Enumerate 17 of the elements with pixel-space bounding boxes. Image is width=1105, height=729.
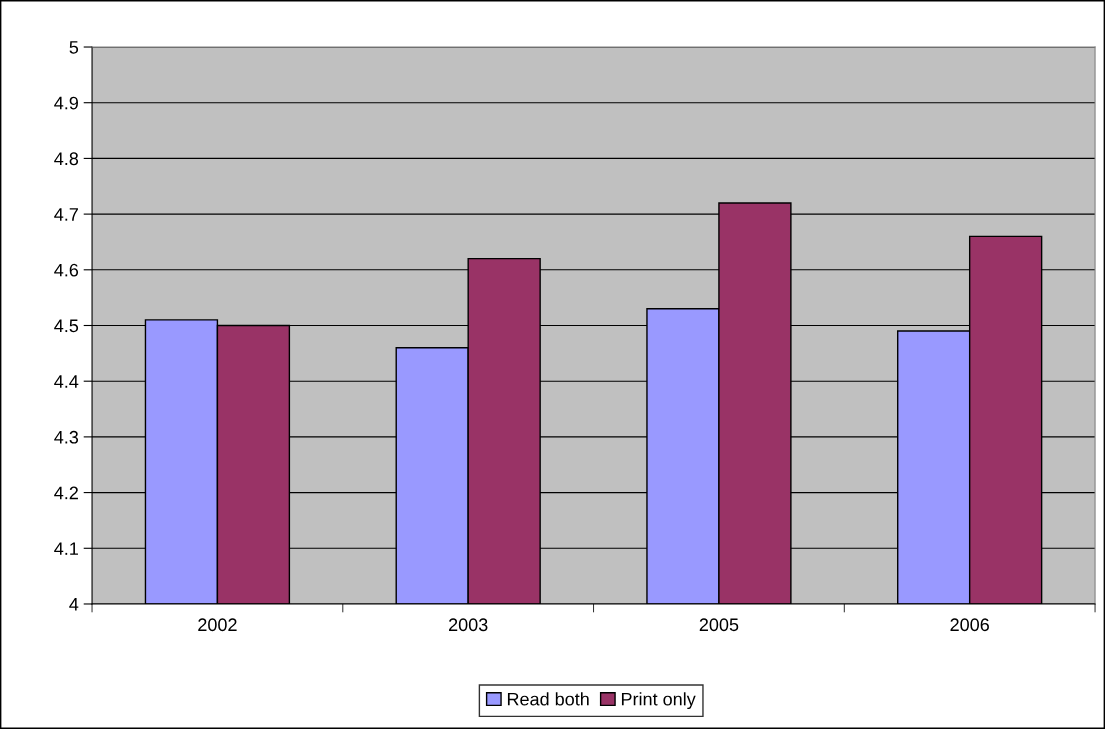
y-tick-label: 4.1 bbox=[54, 542, 78, 555]
legend-label: Print only bbox=[621, 692, 696, 710]
x-tick-label: 2005 bbox=[699, 618, 739, 632]
y-tick-label: 4.6 bbox=[54, 263, 79, 277]
y-tick-label: 4.2 bbox=[54, 486, 78, 500]
y-tick-label: 4.3 bbox=[54, 430, 79, 444]
y-tick-label: 4.4 bbox=[54, 375, 79, 388]
x-tick-label: 2006 bbox=[950, 618, 989, 632]
y-tick-label: 4 bbox=[69, 598, 79, 611]
y-tick-label: 5 bbox=[69, 41, 79, 54]
x-tick-label: 2003 bbox=[449, 618, 488, 632]
y-tick-label: 4.8 bbox=[54, 152, 79, 166]
y-tick-label: 4.9 bbox=[54, 96, 78, 110]
legend-label: Read both bbox=[507, 692, 589, 706]
y-tick-label: 4.7 bbox=[54, 208, 78, 221]
y-tick-label: 4.5 bbox=[54, 319, 79, 333]
x-tick-label: 2002 bbox=[198, 618, 237, 632]
